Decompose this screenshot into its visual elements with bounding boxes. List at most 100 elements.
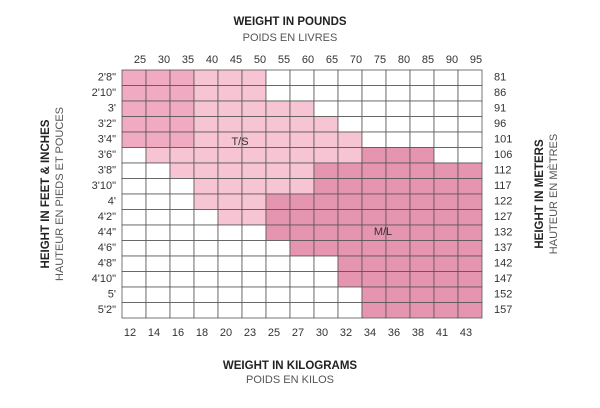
cell xyxy=(433,286,459,303)
cell xyxy=(145,69,171,86)
cell xyxy=(385,85,411,102)
cell xyxy=(433,131,459,148)
cell xyxy=(265,271,291,288)
cell xyxy=(145,178,171,195)
cell xyxy=(433,100,459,117)
cell xyxy=(409,85,435,102)
cell xyxy=(313,255,339,272)
cell xyxy=(193,255,219,272)
cell xyxy=(217,147,243,164)
feet-label: 3'4" xyxy=(98,134,116,146)
meter-label: 91 xyxy=(494,103,506,115)
pound-label: 70 xyxy=(350,54,362,66)
meter-label: 152 xyxy=(494,289,512,301)
cell xyxy=(385,147,411,164)
cell xyxy=(385,286,411,303)
cell xyxy=(289,302,315,319)
top-title: WEIGHT IN POUNDS xyxy=(233,16,346,28)
cell xyxy=(193,147,219,164)
cell xyxy=(289,255,315,272)
cell xyxy=(241,302,267,319)
cell xyxy=(385,240,411,257)
cell xyxy=(361,85,387,102)
cell xyxy=(193,286,219,303)
feet-label: 5'2" xyxy=(98,304,116,316)
cell xyxy=(169,224,195,241)
cell xyxy=(433,69,459,86)
kilogram-label: 43 xyxy=(460,327,472,339)
cell xyxy=(457,209,483,226)
cell xyxy=(433,147,459,164)
cell xyxy=(145,147,171,164)
cell xyxy=(457,240,483,257)
cell xyxy=(265,240,291,257)
cell xyxy=(169,69,195,86)
cell xyxy=(121,286,147,303)
cell xyxy=(217,100,243,117)
cell xyxy=(361,69,387,86)
cell xyxy=(361,302,387,319)
meter-label: 81 xyxy=(494,72,506,84)
cell xyxy=(457,147,483,164)
cell xyxy=(289,271,315,288)
cell xyxy=(313,224,339,241)
cell xyxy=(265,178,291,195)
cell xyxy=(145,271,171,288)
grid xyxy=(121,69,483,319)
cell xyxy=(313,131,339,148)
pound-label: 25 xyxy=(134,54,146,66)
cell xyxy=(409,286,435,303)
cell xyxy=(169,147,195,164)
cell xyxy=(289,85,315,102)
feet-label: 4' xyxy=(108,196,116,208)
cell xyxy=(265,193,291,210)
cell xyxy=(121,131,147,148)
kilogram-label: 27 xyxy=(292,327,304,339)
cell xyxy=(193,116,219,133)
cell xyxy=(241,240,267,257)
cell xyxy=(337,209,363,226)
pound-label: 30 xyxy=(158,54,170,66)
cell xyxy=(121,147,147,164)
cell xyxy=(361,193,387,210)
cell xyxy=(193,69,219,86)
cell xyxy=(145,162,171,179)
kilogram-label: 20 xyxy=(220,327,232,339)
cell xyxy=(265,131,291,148)
cell xyxy=(385,271,411,288)
pound-label: 75 xyxy=(374,54,386,66)
cell xyxy=(313,286,339,303)
feet-label: 3'6" xyxy=(98,149,116,161)
cell xyxy=(337,193,363,210)
cell xyxy=(121,271,147,288)
cell xyxy=(409,100,435,117)
cell xyxy=(265,116,291,133)
cell xyxy=(217,178,243,195)
cell xyxy=(289,224,315,241)
cell xyxy=(121,69,147,86)
cell xyxy=(409,69,435,86)
left-title: HEIGHT IN FEET & INCHES xyxy=(40,119,52,268)
cell xyxy=(361,100,387,117)
cell xyxy=(385,116,411,133)
cell xyxy=(121,302,147,319)
cell xyxy=(337,271,363,288)
cell xyxy=(145,85,171,102)
cell xyxy=(337,116,363,133)
cell xyxy=(169,178,195,195)
cell xyxy=(385,193,411,210)
cell xyxy=(265,85,291,102)
cell xyxy=(121,209,147,226)
cell xyxy=(433,209,459,226)
meter-label: 132 xyxy=(494,227,512,239)
kilogram-label: 12 xyxy=(124,327,136,339)
cell xyxy=(265,302,291,319)
cell xyxy=(145,224,171,241)
cell xyxy=(145,302,171,319)
cell xyxy=(265,69,291,86)
region-label: T/S xyxy=(231,136,248,148)
cell xyxy=(265,286,291,303)
cell xyxy=(457,69,483,86)
cell xyxy=(409,271,435,288)
